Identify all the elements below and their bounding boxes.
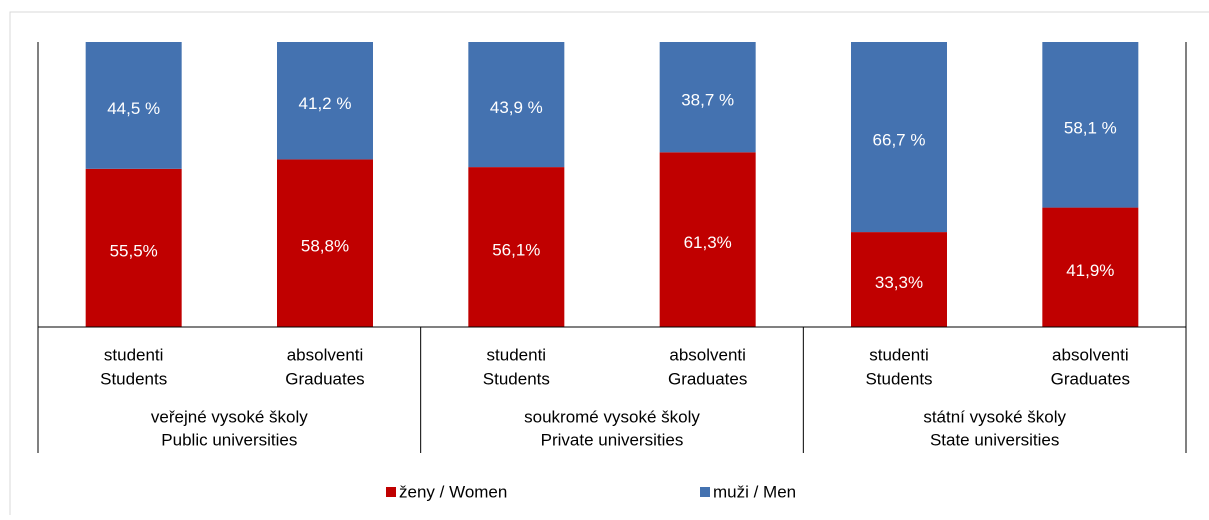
value-label: 58,8% (301, 237, 349, 256)
value-label: 41,9% (1066, 261, 1114, 280)
legend-label: ženy / Women (399, 482, 507, 501)
value-label: 38,7 % (681, 91, 734, 110)
chart-frame (9, 11, 1209, 520)
x-tick-label: Graduates (668, 369, 747, 388)
value-label: 61,3% (684, 233, 732, 252)
bar-segment (659, 42, 756, 153)
bar-segment (851, 232, 947, 327)
x-tick-label: Students (865, 369, 932, 388)
group-label: státní vysoké školy (923, 407, 1066, 426)
x-tick-label: absolventi (669, 345, 746, 364)
group-label: State universities (930, 430, 1059, 449)
value-label: 41,2 % (299, 94, 352, 113)
bar-segment (1042, 42, 1139, 208)
value-label: 33,3% (875, 273, 923, 292)
x-tick-label: Students (100, 369, 167, 388)
legend-swatch (700, 487, 710, 497)
x-tick-label: Graduates (1051, 369, 1130, 388)
bar-segment (1042, 207, 1139, 327)
group-label: soukromé vysoké školy (524, 407, 700, 426)
x-tick-label: absolventi (287, 345, 364, 364)
bar-segment (851, 42, 947, 233)
value-label: 55,5% (110, 241, 158, 260)
legend-label: muži / Men (713, 482, 796, 501)
group-label: Private universities (541, 430, 684, 449)
group-label: Public universities (161, 430, 297, 449)
x-tick-label: studenti (869, 345, 929, 364)
value-label: 66,7 % (873, 131, 926, 150)
bar-segment (659, 152, 756, 327)
x-tick-label: studenti (104, 345, 164, 364)
x-tick-label: studenti (487, 345, 547, 364)
x-tick-label: absolventi (1052, 345, 1129, 364)
x-tick-label: Graduates (285, 369, 364, 388)
x-tick-label: Students (483, 369, 550, 388)
value-label: 43,9 % (490, 98, 543, 117)
bar-segment (85, 168, 182, 327)
legend-swatch (386, 487, 396, 497)
value-label: 56,1% (492, 241, 540, 260)
value-label: 44,5 % (107, 99, 160, 118)
bar-segment (277, 159, 373, 327)
bar-segment (277, 42, 373, 160)
value-label: 58,1 % (1064, 118, 1117, 137)
bar-segment (468, 42, 565, 168)
group-label: veřejné vysoké školy (151, 407, 308, 426)
bar-segment (85, 42, 182, 169)
bar-segment (468, 167, 565, 327)
